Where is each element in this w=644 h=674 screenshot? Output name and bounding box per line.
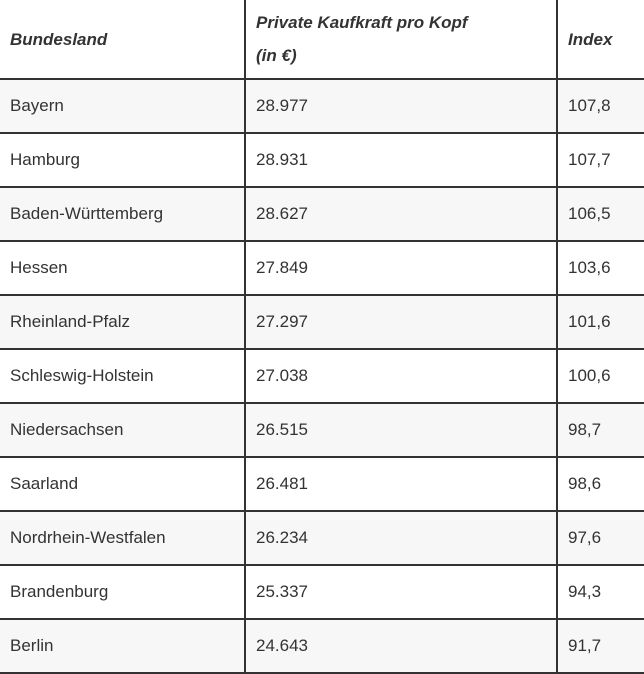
table-row: Saarland 26.481 98,6 bbox=[0, 457, 644, 512]
table-row: Brandenburg 25.337 94,3 bbox=[0, 565, 644, 620]
cell-bundesland: Schleswig-Holstein bbox=[0, 349, 246, 404]
table-row: Hamburg 28.931 107,7 bbox=[0, 133, 644, 188]
table-row: Bayern 28.977 107,8 bbox=[0, 79, 644, 134]
cell-kaufkraft: 26.234 bbox=[245, 511, 558, 566]
cell-index: 107,7 bbox=[557, 133, 644, 188]
column-header-index: Index bbox=[557, 0, 644, 80]
cell-bundesland: Berlin bbox=[0, 619, 246, 674]
column-header-bundesland: Bundesland bbox=[0, 0, 246, 80]
cell-index: 106,5 bbox=[557, 187, 644, 242]
cell-kaufkraft: 26.481 bbox=[245, 457, 558, 512]
cell-bundesland: Brandenburg bbox=[0, 565, 246, 620]
cell-index: 101,6 bbox=[557, 295, 644, 350]
cell-bundesland: Bayern bbox=[0, 79, 246, 134]
cell-kaufkraft: 27.849 bbox=[245, 241, 558, 296]
cell-bundesland: Nordrhein-Westfalen bbox=[0, 511, 246, 566]
cell-index: 94,3 bbox=[557, 565, 644, 620]
cell-kaufkraft: 26.515 bbox=[245, 403, 558, 458]
table-row: Niedersachsen 26.515 98,7 bbox=[0, 403, 644, 458]
cell-index: 103,6 bbox=[557, 241, 644, 296]
column-header-kaufkraft-line2: (in €) bbox=[256, 46, 297, 65]
cell-index: 107,8 bbox=[557, 79, 644, 134]
table-row: Schleswig-Holstein 27.038 100,6 bbox=[0, 349, 644, 404]
table-row: Baden-Württemberg 28.627 106,5 bbox=[0, 187, 644, 242]
cell-index: 98,7 bbox=[557, 403, 644, 458]
table-row: Hessen 27.849 103,6 bbox=[0, 241, 644, 296]
column-header-kaufkraft-line1: Private Kaufkraft pro Kopf bbox=[256, 13, 468, 32]
cell-kaufkraft: 28.931 bbox=[245, 133, 558, 188]
cell-index: 100,6 bbox=[557, 349, 644, 404]
cell-kaufkraft: 27.297 bbox=[245, 295, 558, 350]
cell-bundesland: Saarland bbox=[0, 457, 246, 512]
cell-kaufkraft: 24.643 bbox=[245, 619, 558, 674]
table-row: Berlin 24.643 91,7 bbox=[0, 619, 644, 674]
cell-bundesland: Niedersachsen bbox=[0, 403, 246, 458]
cell-kaufkraft: 28.627 bbox=[245, 187, 558, 242]
cell-bundesland: Rheinland-Pfalz bbox=[0, 295, 246, 350]
cell-bundesland: Hamburg bbox=[0, 133, 246, 188]
table-header: Bundesland Private Kaufkraft pro Kopf (i… bbox=[0, 0, 644, 80]
cell-index: 91,7 bbox=[557, 619, 644, 674]
header-row: Bundesland Private Kaufkraft pro Kopf (i… bbox=[0, 0, 644, 80]
table-row: Nordrhein-Westfalen 26.234 97,6 bbox=[0, 511, 644, 566]
cell-index: 98,6 bbox=[557, 457, 644, 512]
cell-bundesland: Baden-Württemberg bbox=[0, 187, 246, 242]
cell-bundesland: Hessen bbox=[0, 241, 246, 296]
cell-kaufkraft: 28.977 bbox=[245, 79, 558, 134]
cell-kaufkraft: 25.337 bbox=[245, 565, 558, 620]
column-header-kaufkraft: Private Kaufkraft pro Kopf (in €) bbox=[245, 0, 558, 80]
cell-kaufkraft: 27.038 bbox=[245, 349, 558, 404]
cell-index: 97,6 bbox=[557, 511, 644, 566]
table-body: Bayern 28.977 107,8 Hamburg 28.931 107,7… bbox=[0, 79, 644, 674]
table-row: Rheinland-Pfalz 27.297 101,6 bbox=[0, 295, 644, 350]
